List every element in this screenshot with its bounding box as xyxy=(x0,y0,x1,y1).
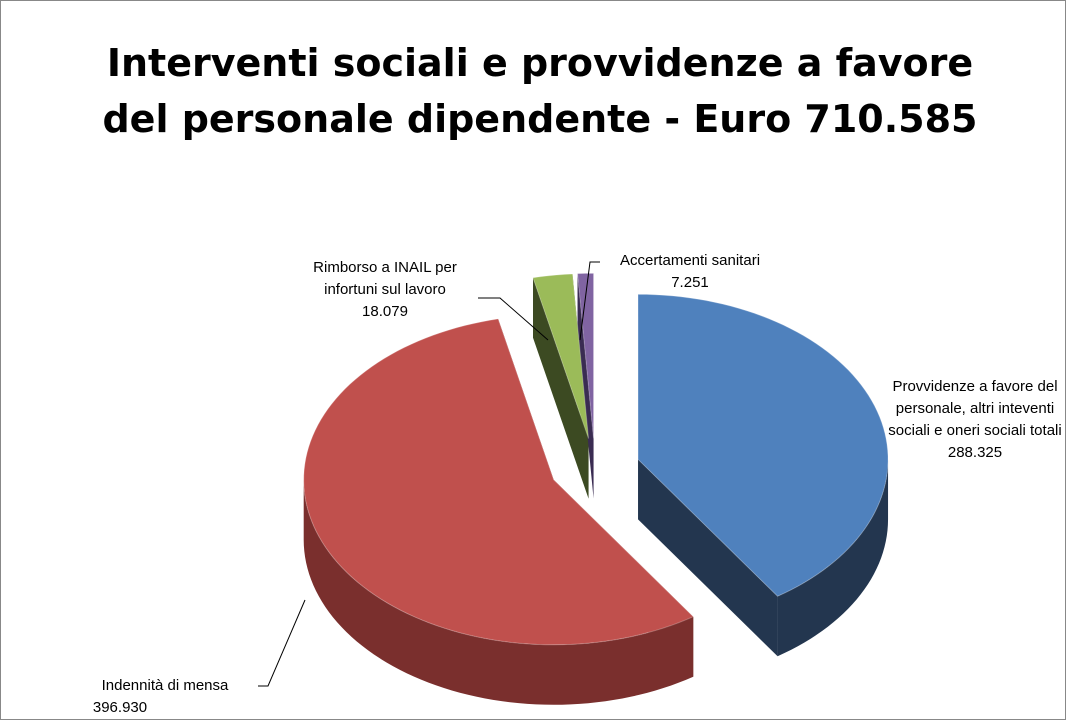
slice xyxy=(303,318,695,646)
data-label: Provvidenze a favore del personale, altr… xyxy=(880,376,1066,464)
label-value: 7.251 xyxy=(671,274,709,291)
label-value: 18.079 xyxy=(362,303,408,320)
leader-line xyxy=(579,261,600,341)
data-label: Rimborso a INAIL per infortuni sul lavor… xyxy=(290,257,480,323)
data-label: Indennità di mensa 396.930 xyxy=(65,675,265,719)
leader-line xyxy=(478,297,549,341)
label-category: Accertamenti sanitari xyxy=(619,252,761,269)
slice xyxy=(532,273,590,439)
leader-line xyxy=(258,599,306,687)
label-value: 288.325 xyxy=(947,444,1003,461)
chart-title: Interventi sociali e provvidenze a favor… xyxy=(102,41,978,141)
label-category: Rimborso a INAIL per infortuni sul lavor… xyxy=(313,259,457,298)
slice-side xyxy=(533,277,589,499)
slice xyxy=(637,293,889,597)
label-value: 396.930 xyxy=(92,699,148,716)
label-category: Provvidenze a favore del personale, altr… xyxy=(888,378,1062,439)
label-category: Indennità di mensa xyxy=(101,677,229,694)
data-label: Accertamenti sanitari 7.251 xyxy=(590,250,790,294)
slice-side xyxy=(303,479,694,705)
slice-side xyxy=(638,459,778,657)
slice-side xyxy=(777,459,889,657)
slice xyxy=(576,272,595,439)
